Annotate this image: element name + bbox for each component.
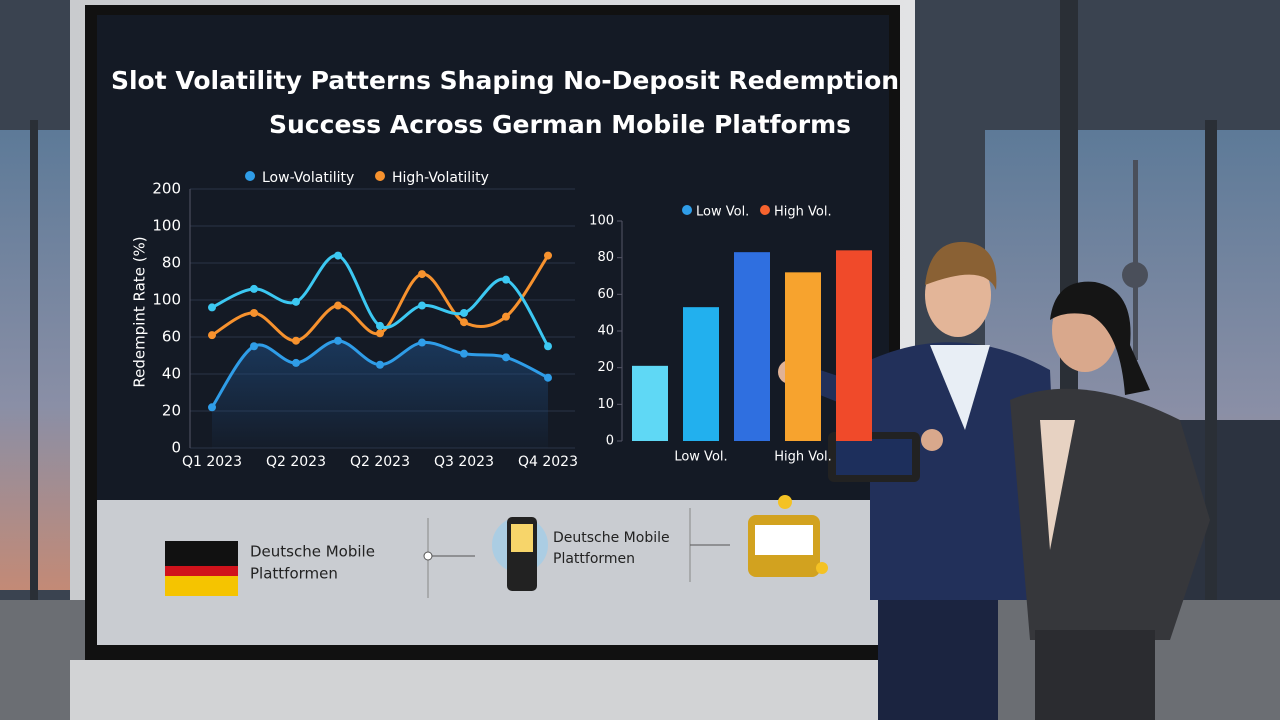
point — [208, 303, 216, 312]
y-tick-label: 100 — [152, 217, 181, 235]
legend-label: Low Vol. — [696, 205, 749, 220]
y-tick-label: 20 — [597, 360, 614, 375]
point — [334, 251, 342, 260]
x-tick-label: Q2 2023 — [266, 454, 326, 470]
x-tick-label: Q2 2023 — [350, 454, 410, 470]
x-tick-label: Q4 2023 — [518, 454, 578, 470]
point — [418, 301, 426, 310]
point — [208, 331, 216, 340]
flag-black — [165, 541, 238, 566]
point — [292, 358, 300, 367]
legend-label: High Vol. — [774, 205, 832, 220]
tower — [1133, 160, 1138, 360]
strip-text: Deutsche Mobile — [250, 543, 375, 561]
point — [502, 312, 510, 321]
point — [460, 318, 468, 327]
point — [208, 403, 216, 412]
flag-red — [165, 566, 238, 576]
title: Success Across German Mobile Platforms — [269, 110, 851, 139]
mullion — [1205, 120, 1217, 600]
legend-swatch — [760, 205, 770, 215]
strip-text: Plattformen — [250, 565, 338, 583]
point — [292, 336, 300, 345]
x-tick-label: Q3 2023 — [434, 454, 494, 470]
coin — [816, 562, 828, 574]
woman — [921, 281, 1210, 720]
legend-swatch — [375, 171, 385, 181]
point — [460, 349, 468, 358]
y-tick-label: 0 — [171, 439, 181, 457]
point — [250, 308, 258, 317]
y-tick-label: 40 — [162, 365, 181, 383]
point — [544, 251, 552, 260]
x-tick-label: Low Vol. — [674, 450, 727, 465]
point — [502, 275, 510, 284]
y-tick-label: 40 — [597, 324, 614, 339]
point — [418, 270, 426, 279]
y-axis-label: Redempint Rate (%) — [131, 236, 149, 387]
arrow-dot — [423, 551, 433, 561]
y-tick-label: 200 — [152, 180, 181, 198]
y-tick-label: 10 — [597, 397, 614, 412]
legend-swatch — [245, 171, 255, 181]
slot-reels — [755, 525, 813, 555]
point — [460, 308, 468, 317]
point — [544, 373, 552, 382]
x-tick-label: Q1 2023 — [182, 454, 242, 470]
y-tick-label: 60 — [162, 328, 181, 346]
point — [334, 336, 342, 345]
x-tick-label: High Vol. — [774, 450, 832, 465]
bar — [632, 365, 668, 441]
strip-text: Deutsche Mobile — [553, 530, 670, 546]
point — [292, 297, 300, 306]
legend-label: Low-Volatility — [262, 170, 354, 186]
flag-gold — [165, 576, 238, 596]
point — [544, 342, 552, 351]
point — [376, 321, 384, 330]
legend-swatch — [682, 205, 692, 215]
phone-screen — [511, 524, 533, 552]
bar — [785, 272, 821, 441]
point — [334, 301, 342, 310]
point — [376, 360, 384, 369]
point — [502, 353, 510, 362]
point — [250, 284, 258, 293]
wall-base — [70, 660, 915, 720]
bar — [734, 252, 770, 441]
y-tick-label: 100 — [589, 214, 614, 229]
area — [212, 340, 548, 448]
point — [250, 342, 258, 351]
legend-label: High-Volatility — [392, 170, 489, 186]
y-tick-label: 100 — [152, 291, 181, 309]
y-tick-label: 0 — [606, 434, 614, 449]
bar — [836, 250, 872, 441]
point — [418, 338, 426, 347]
point — [376, 329, 384, 338]
mullion — [30, 120, 38, 600]
y-tick-label: 60 — [597, 287, 614, 302]
y-tick-label: 80 — [162, 254, 181, 272]
strip-text: Plattformen — [553, 551, 635, 567]
title: Slot Volatility Patterns Shaping No-Depo… — [111, 66, 899, 95]
y-tick-label: 80 — [597, 250, 614, 265]
y-tick-label: 20 — [162, 402, 181, 420]
tower-sphere — [1122, 262, 1148, 288]
coin — [778, 495, 792, 509]
bar — [683, 307, 719, 441]
